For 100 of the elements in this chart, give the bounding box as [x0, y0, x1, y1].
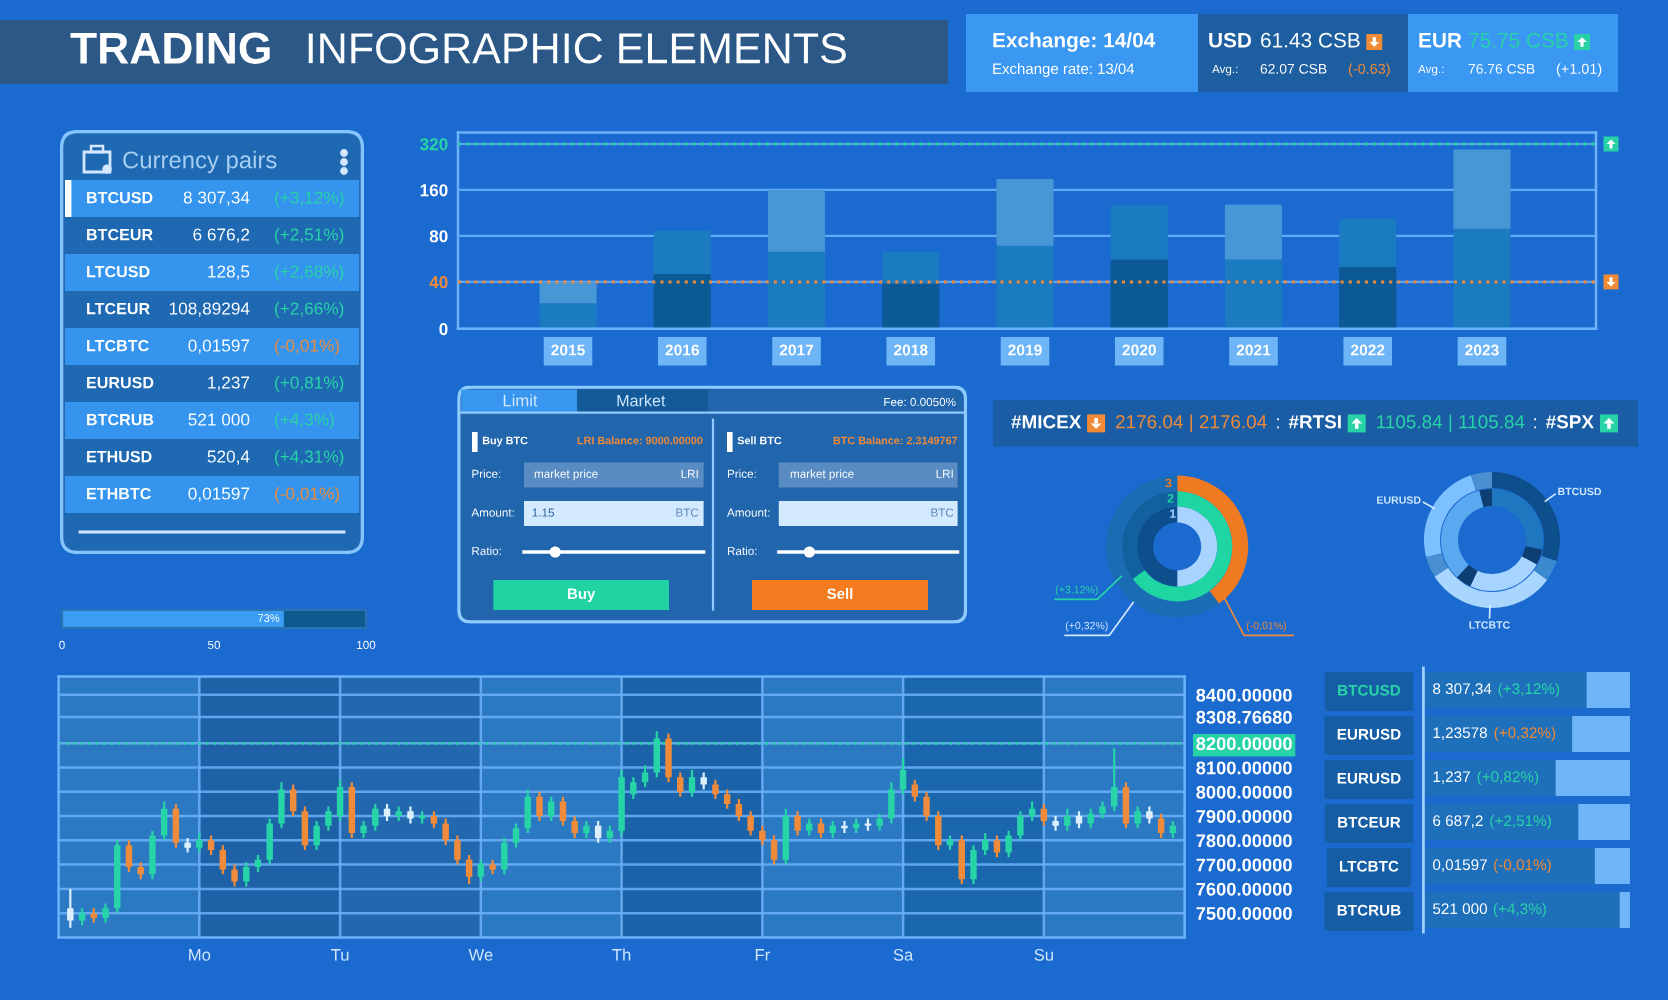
candlestick: [489, 858, 496, 876]
bar: [1578, 804, 1630, 840]
candlestick: [524, 788, 531, 835]
text: INFOGRAPHIC ELEMENTS: [308, 33, 846, 64]
bar: [1423, 672, 1587, 708]
text: ETHBTC: [87, 487, 151, 500]
bar: [996, 245, 1054, 329]
bar: [1572, 716, 1630, 752]
y-tick-label: 8000.00000: [1196, 785, 1292, 799]
candlestick: [266, 817, 273, 866]
text: TRADING: [70, 32, 270, 64]
candlestick: [911, 778, 919, 803]
candlestick: [794, 810, 801, 837]
text: 1105.84 | 1105.84: [1377, 414, 1525, 433]
candlestick: [1005, 829, 1012, 859]
bar: [539, 303, 597, 329]
text: 8 307,34: [183, 191, 250, 206]
candlestick: [348, 781, 356, 840]
candlestick: [454, 834, 461, 866]
text: LTCUSD: [87, 265, 150, 278]
candlestick: [1122, 781, 1130, 830]
candlestick: [594, 819, 602, 844]
x-tick-label: Mo: [189, 949, 211, 961]
candlestick: [289, 783, 297, 818]
y-tick-label: 7800.00000: [1196, 834, 1292, 848]
candlestick: [536, 790, 543, 823]
y-tick-label: 7500.00000: [1196, 906, 1292, 920]
y-tick-label: 7900.00000: [1196, 809, 1292, 823]
bar: [767, 251, 826, 329]
text: USD: [1209, 32, 1252, 48]
text: Limit: [503, 394, 538, 407]
candlestick: [888, 781, 895, 825]
candlestick: [325, 805, 332, 832]
bar: [1423, 760, 1556, 796]
x-tick-label: Su: [1034, 948, 1053, 961]
bar: [767, 189, 826, 252]
bar: [1453, 149, 1511, 229]
candlestick: [571, 814, 578, 840]
text: (+0,81%): [275, 375, 344, 393]
candlestick: [665, 732, 672, 784]
candlestick: [688, 768, 696, 798]
bar: [882, 283, 940, 329]
candlestick: [372, 802, 379, 832]
y-tick-label: 7700.00000: [1196, 858, 1292, 872]
text: EUR: [1419, 33, 1462, 48]
text: 128,5: [208, 265, 250, 280]
text: BTCUSD: [87, 191, 153, 204]
candlestick: [465, 853, 473, 886]
bar: [1224, 204, 1283, 260]
text: #SPX: [1546, 415, 1594, 429]
candlestick: [1040, 802, 1048, 827]
text: #RTSI: [1288, 415, 1341, 429]
candlestick: [735, 798, 743, 823]
x-tick-label: We: [468, 949, 493, 961]
candlestick: [442, 817, 449, 847]
y-tick-label: 40: [429, 276, 448, 289]
text: LTCBTC: [87, 339, 149, 352]
candlestick: [160, 800, 168, 842]
candlestick: [770, 834, 778, 866]
candlestick: [923, 790, 930, 823]
text: 75.75 CSB: [1469, 32, 1568, 48]
text: (+2,66%): [275, 301, 344, 319]
text: :: [1534, 418, 1537, 429]
bar: [1423, 716, 1573, 752]
bar: [1594, 848, 1630, 884]
text: Exchange: 14/04: [993, 32, 1156, 52]
candlestick: [207, 834, 215, 857]
bar: [1339, 267, 1397, 329]
text: :: [1277, 418, 1279, 429]
y-tick-label: 160: [420, 184, 448, 197]
candlestick: [630, 776, 637, 801]
text: BTCEUR: [87, 228, 153, 241]
candlestick: [313, 819, 320, 852]
text: (+4,3%): [275, 412, 334, 430]
candlestick: [125, 839, 133, 874]
x-tick-label: Sa: [893, 948, 914, 961]
text: 1,237: [208, 376, 250, 391]
candlestick: [102, 902, 109, 924]
candlestick: [958, 834, 965, 886]
candlestick: [1017, 810, 1024, 842]
text: (-0,01%): [275, 338, 339, 356]
candlestick: [747, 810, 754, 837]
candlestick: [512, 822, 520, 849]
candlestick: [641, 764, 649, 789]
candlestick: [759, 824, 766, 847]
text: 521 000: [188, 413, 250, 426]
y-tick-label: 0: [439, 323, 448, 336]
text: BTCRUB: [87, 413, 154, 426]
candlestick: [559, 795, 567, 827]
candlestick: [196, 831, 203, 854]
candlestick: [477, 858, 485, 883]
text: (-0,01%): [275, 486, 339, 504]
candlestick: [782, 807, 790, 866]
candlestick: [1052, 814, 1059, 832]
candlestick: [278, 781, 285, 830]
candlestick: [219, 844, 227, 876]
text: ETHUSD: [87, 450, 152, 463]
text: EURUSD: [87, 376, 154, 389]
candlestick: [301, 805, 309, 852]
text: (+2,51%): [275, 227, 344, 245]
